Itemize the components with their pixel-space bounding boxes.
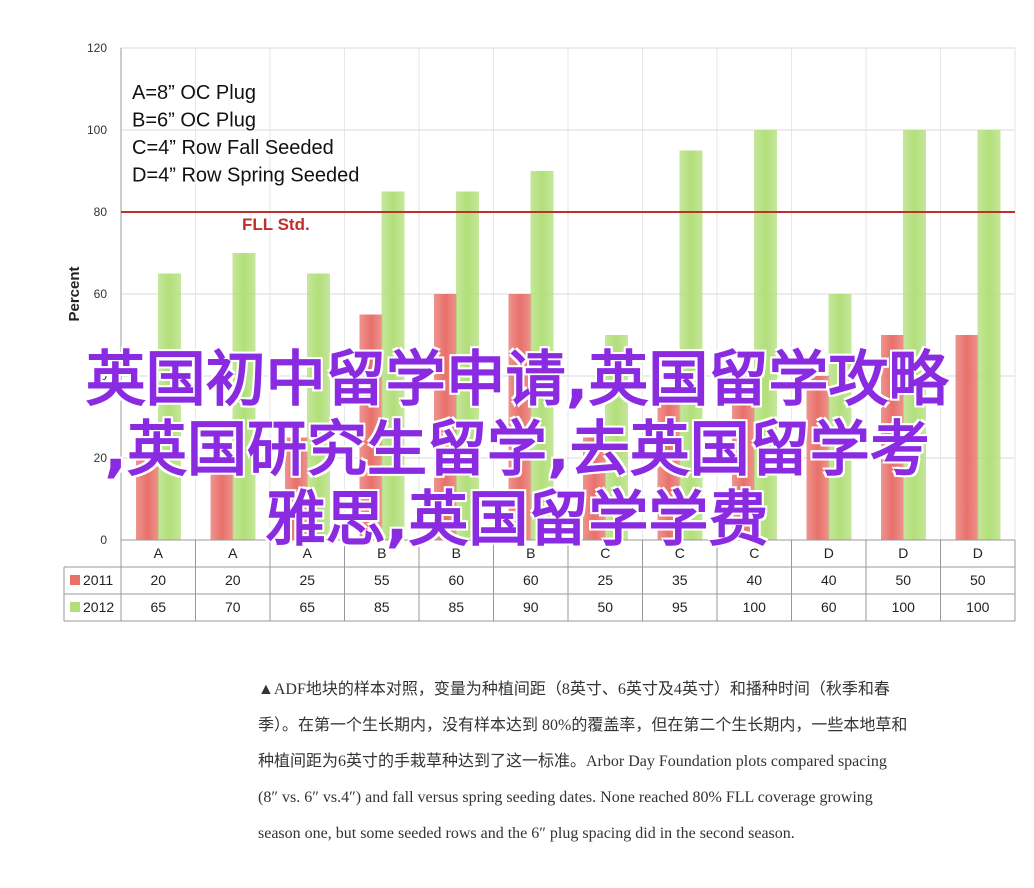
reference-line-label: FLL Std.: [242, 215, 310, 234]
legend-swatch-2012: [70, 602, 80, 612]
data-label: 25: [299, 572, 315, 588]
caption-line: (8″ vs. 6″ vs.4″) and fall versus spring…: [258, 789, 873, 806]
x-tick-label: D: [973, 545, 983, 561]
data-label: 100: [743, 599, 767, 615]
annotation-line: C=4” Row Fall Seeded: [132, 137, 334, 159]
bar-2011-A: [285, 437, 308, 540]
data-label: 95: [672, 599, 688, 615]
overlay-line: 雅思,英国留学学费: [265, 485, 769, 555]
data-label: 90: [523, 599, 539, 615]
x-tick-label: B: [377, 545, 386, 561]
y-tick-label: 0: [100, 533, 107, 547]
data-label: 60: [523, 572, 539, 588]
bar-2011-C: [657, 396, 681, 540]
data-label: 85: [448, 599, 464, 615]
data-label: 65: [299, 599, 315, 615]
bar-2012-D: [977, 130, 1001, 540]
x-tick-label: C: [600, 545, 610, 561]
x-tick-label: C: [749, 545, 759, 561]
caption-line: 季）。在第一个生长期内，没有样本达到 80%的覆盖率，但在第二个生长期内，一些本…: [258, 717, 908, 734]
data-label: 50: [597, 599, 613, 615]
data-label: 70: [225, 599, 241, 615]
bar-2012-A: [307, 273, 330, 540]
legend-swatch-2011: [70, 575, 80, 585]
bar-2012-D: [903, 130, 926, 540]
data-label: 60: [448, 572, 464, 588]
caption: ▲ADF地块的样本对照，变量为种植间距（8英寸、6英寸及4英寸）和播种时间（秋季…: [258, 672, 1018, 852]
bar-2012-C: [679, 150, 703, 540]
caption-line: 种植间距为6英寸的手栽草种达到了这一标准。Arbor Day Foundatio…: [258, 753, 887, 770]
data-label: 60: [821, 599, 837, 615]
data-label: 100: [966, 599, 990, 615]
data-label: 50: [895, 572, 911, 588]
bar-2012-C: [754, 130, 777, 540]
bar-2011-C: [732, 376, 755, 540]
data-label: 65: [150, 599, 166, 615]
bar-2011-C: [583, 437, 606, 540]
bar-2011-D: [806, 376, 830, 540]
bar-2012-D: [828, 294, 852, 540]
x-tick-label: B: [452, 545, 461, 561]
bar-2012-B: [456, 191, 479, 540]
data-label: 50: [970, 572, 986, 588]
x-tick-label: A: [154, 545, 164, 561]
data-label: 100: [892, 599, 916, 615]
x-tick-label: A: [303, 545, 313, 561]
watermark-overlay-text: 英国初中留学申请,英国留学攻略 ,英国研究生留学,去英国留学考 雅思,英国留学学…: [0, 345, 1034, 555]
y-tick-label: 120: [87, 41, 107, 55]
bar-chart: 0 20 40 60 80 100 120 Percent FLL Std. A=8” OC Pl…: [63, 41, 1016, 622]
y-tick-label: 40: [94, 369, 108, 383]
x-tick-label: D: [824, 545, 834, 561]
data-label: 55: [374, 572, 390, 588]
data-label: 40: [746, 572, 762, 588]
data-label: 40: [821, 572, 837, 588]
bar-2011-D: [955, 335, 979, 540]
data-label: 35: [672, 572, 688, 588]
bar-2011-A: [210, 458, 234, 540]
data-label: 20: [225, 572, 241, 588]
bar-2011-A: [136, 458, 159, 540]
bar-2011-B: [359, 314, 383, 540]
x-tick-label: B: [526, 545, 535, 561]
legend-label-2012: 2012: [83, 599, 114, 615]
y-tick-label: 20: [94, 451, 108, 465]
data-label: 85: [374, 599, 390, 615]
annotation-line: D=4” Row Spring Seeded: [132, 165, 359, 187]
caption-line: season one, but some seeded rows and the…: [258, 825, 795, 842]
data-label: 20: [150, 572, 166, 588]
x-tick-label: A: [228, 545, 238, 561]
x-tick-label: C: [675, 545, 685, 561]
bar-2012-C: [605, 335, 628, 540]
overlay-line: 英国初中留学申请,英国留学攻略: [85, 345, 949, 415]
bar-2012-A: [158, 273, 181, 540]
annotation-line: B=6” OC Plug: [132, 110, 256, 132]
y-axis-label: Percent: [66, 266, 83, 321]
bar-2011-B: [434, 294, 457, 540]
y-tick-label: 80: [94, 205, 108, 219]
x-tick-label: D: [898, 545, 908, 561]
y-tick-label: 60: [94, 287, 108, 301]
data-label: 25: [597, 572, 613, 588]
bar-2012-B: [530, 171, 554, 540]
caption-line: ▲ADF地块的样本对照，变量为种植间距（8英寸、6英寸及4英寸）和播种时间（秋季…: [258, 681, 890, 698]
bar-2012-B: [381, 191, 405, 540]
bar-2012-A: [232, 253, 256, 540]
overlay-line: ,英国研究生留学,去英国留学考: [104, 415, 930, 485]
bar-2011-D: [881, 335, 904, 540]
annotation-line: A=8” OC Plug: [132, 82, 256, 104]
y-tick-label: 100: [87, 123, 107, 137]
bar-2011-B: [508, 294, 532, 540]
legend-label-2011: 2011: [83, 572, 113, 588]
